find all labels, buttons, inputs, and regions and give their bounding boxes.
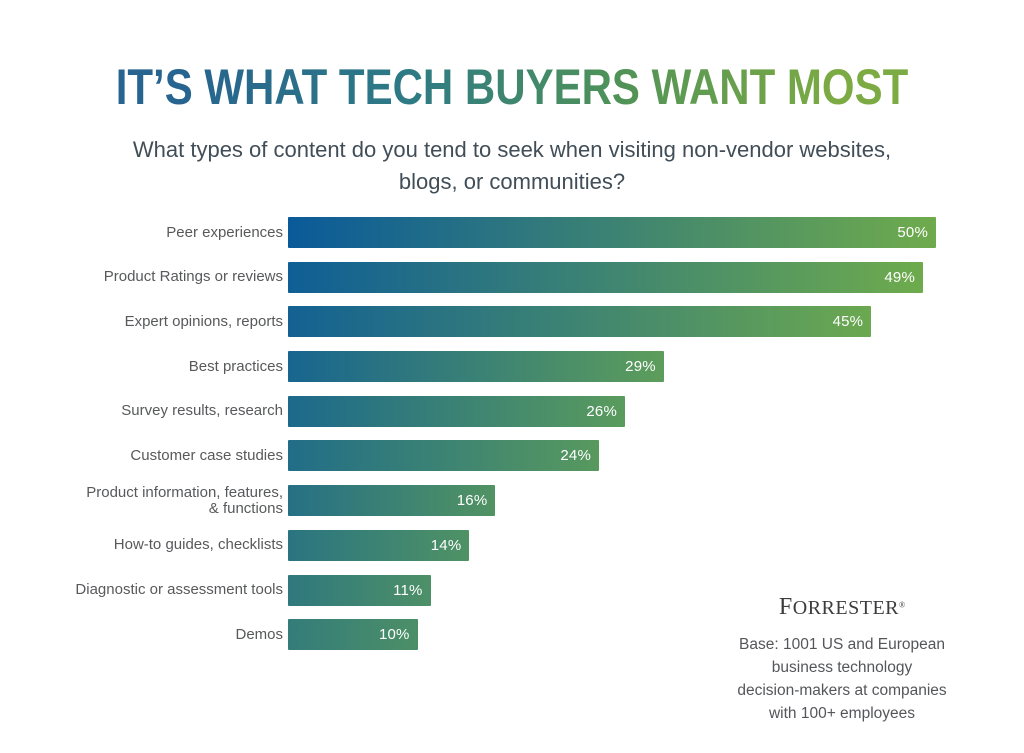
category-label: How-to guides, checklists	[113, 536, 283, 554]
bar-track: 10%	[288, 619, 1024, 651]
bar: 45%	[288, 306, 872, 338]
bar: 11%	[288, 574, 431, 606]
chart-title: IT’S WHAT TECH BUYERS WANT MOST	[82, 62, 942, 112]
category-label: Customer case studies	[130, 446, 283, 464]
value-label: 14%	[430, 536, 462, 554]
bar-row: How-to guides, checklists 14%	[0, 529, 1024, 561]
bar-row: Demos 10%	[0, 619, 1024, 651]
registered-mark: ®	[899, 600, 906, 610]
bar: 10%	[288, 619, 418, 651]
forrester-logo-text: FORRESTER	[778, 594, 900, 620]
bar: 26%	[288, 395, 625, 427]
bar: 14%	[288, 529, 470, 561]
bar-row: Diagnostic or assessment tools 11%	[0, 574, 1024, 606]
bar-row: Survey results, research 26%	[0, 395, 1024, 427]
bar-row: Customer case studies 24%	[0, 440, 1024, 472]
bar-track: 45%	[288, 306, 1024, 338]
bar-row: Product information, features, & functio…	[0, 483, 1024, 517]
category-label: Product Ratings or reviews	[103, 268, 283, 286]
value-label: 26%	[586, 402, 617, 420]
category-label: Diagnostic or assessment tools	[75, 581, 283, 598]
value-label: 50%	[897, 224, 928, 241]
infographic: IT’S WHAT TECH BUYERS WANT MOST What typ…	[0, 62, 1024, 753]
bar: 49%	[288, 261, 923, 293]
value-label: 29%	[625, 358, 656, 376]
base-note: Base: 1001 US and European business tech…	[737, 636, 947, 722]
bar: 24%	[288, 440, 599, 472]
value-label: 49%	[884, 268, 915, 286]
category-label: Product information, features, & functio…	[86, 483, 283, 517]
value-label: 11%	[393, 581, 423, 599]
bar-row: Product Ratings or reviews 49%	[0, 261, 1024, 293]
bar-row: Expert opinions, reports 45%	[0, 306, 1024, 338]
bar: 50%	[288, 217, 936, 248]
bar-track: 50%	[288, 217, 1024, 248]
forrester-logo: FORRESTER®	[732, 594, 952, 621]
value-label: 10%	[378, 626, 410, 644]
bar-track: 24%	[288, 440, 1024, 472]
value-label: 24%	[560, 447, 591, 465]
bar-track: 14%	[288, 529, 1024, 561]
bar-row: Best practices 29%	[0, 351, 1024, 383]
bar-row: Peer experiences 50%	[0, 217, 1024, 248]
chart-subtitle: What types of content do you tend to see…	[132, 137, 892, 194]
value-label: 45%	[832, 313, 864, 331]
bar: 29%	[288, 351, 664, 383]
bar-track: 16%	[288, 485, 1024, 517]
bar-chart: Peer experiences 50% Product Ratings or re…	[0, 217, 1024, 651]
category-label: Expert opinions, reports	[124, 312, 283, 330]
category-label: Survey results, research	[121, 402, 283, 420]
bar-track: 26%	[288, 395, 1024, 427]
bar-track: 29%	[288, 351, 1024, 383]
value-label: 16%	[456, 492, 488, 510]
bar-track: 49%	[288, 261, 1024, 293]
category-label: Demos	[235, 625, 283, 643]
bar-rows: Peer experiences 50% Product Ratings or re…	[0, 217, 1024, 651]
source-block: FORRESTER® Base: 1001 US and European bu…	[732, 594, 952, 725]
category-label: Best practices	[188, 357, 283, 375]
bar-track: 11%	[288, 574, 1024, 606]
category-label: Peer experiences	[166, 223, 283, 241]
bar: 16%	[288, 485, 496, 517]
